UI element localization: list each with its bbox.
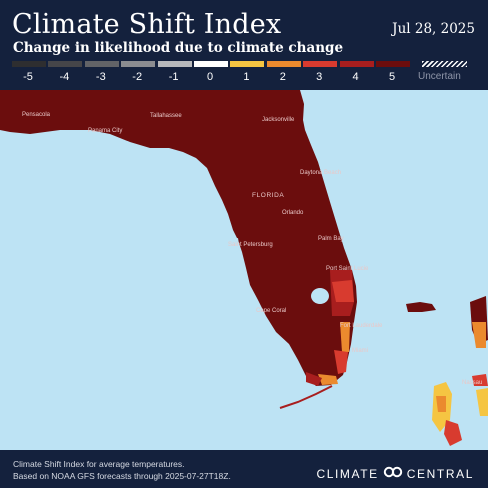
city-label: Miami bbox=[352, 348, 368, 354]
brand-name-right: CENTRAL bbox=[406, 466, 474, 481]
city-label: Cape Coral bbox=[256, 308, 286, 314]
legend-swatch bbox=[230, 61, 265, 67]
southeast-coast-band-2 bbox=[340, 322, 350, 352]
city-label: Palm Bay bbox=[318, 236, 344, 242]
brand-logo: CLIMATE CENTRAL bbox=[316, 466, 474, 481]
keys-tip-band bbox=[318, 374, 338, 385]
legend-label: 0 bbox=[206, 71, 214, 83]
legend-swatch bbox=[121, 61, 156, 67]
florida-keys bbox=[279, 385, 333, 409]
city-label: Pensacola bbox=[22, 112, 51, 118]
state-label: FLORIDA bbox=[252, 192, 284, 199]
brand-name-left: CLIMATE bbox=[316, 466, 379, 481]
southeast-coast-band-3 bbox=[332, 280, 354, 302]
header: Climate Shift Index Change in likelihood… bbox=[0, 0, 488, 90]
infinity-logo-icon bbox=[383, 466, 403, 481]
legend-swatch bbox=[266, 61, 301, 67]
uncertain-label: Uncertain bbox=[418, 71, 461, 82]
bahamas-andros-orange bbox=[436, 396, 446, 412]
grand-bahama bbox=[406, 302, 436, 312]
miami-coast-band bbox=[334, 350, 348, 374]
city-label: Nassau bbox=[462, 380, 482, 386]
legend-swatch bbox=[376, 61, 410, 67]
uncertain-swatch bbox=[422, 61, 467, 67]
legend-swatch bbox=[303, 61, 338, 67]
legend-label: 5 bbox=[388, 71, 396, 83]
tampa-bay bbox=[228, 238, 240, 254]
city-label: Port Saint Lucie bbox=[326, 266, 369, 272]
city-label: Panama City bbox=[88, 128, 122, 134]
legend-label: 1 bbox=[243, 71, 250, 83]
page-title: Climate Shift Index bbox=[12, 9, 282, 40]
color-legend: -5 -4 -3 -2 -1 0 1 2 3 4 5 bbox=[12, 61, 412, 85]
city-label: Tallahassee bbox=[150, 113, 182, 119]
bahamas-andros-red bbox=[444, 420, 462, 446]
legend-label: 2 bbox=[279, 71, 286, 83]
footnote-line-2: Based on NOAA GFS forecasts through 2025… bbox=[13, 471, 231, 481]
legend-swatch bbox=[157, 61, 192, 67]
legend-label: 4 bbox=[352, 71, 359, 83]
map-area: Pensacola Panama City Tallahassee Jackso… bbox=[0, 90, 488, 450]
city-label: Daytona Beach bbox=[300, 170, 341, 176]
legend-swatch bbox=[84, 61, 119, 67]
legend-swatch bbox=[12, 61, 46, 67]
city-label: Orlando bbox=[282, 210, 304, 216]
footer: Climate Shift Index for average temperat… bbox=[0, 450, 488, 488]
eleuthera bbox=[476, 388, 488, 416]
legend-label: -5 bbox=[23, 71, 33, 83]
nassau-island bbox=[472, 374, 488, 386]
legend-label: -1 bbox=[168, 71, 179, 83]
map-svg: Pensacola Panama City Tallahassee Jackso… bbox=[0, 90, 488, 446]
legend-label: -3 bbox=[95, 71, 106, 83]
southwest-tip-band bbox=[306, 372, 322, 386]
legend-swatch bbox=[48, 61, 83, 67]
legend-label: 3 bbox=[316, 71, 323, 83]
city-label: Fort Lauderdale bbox=[340, 323, 383, 329]
city-label: Jacksonville bbox=[262, 117, 295, 123]
footnote-line-1: Climate Shift Index for average temperat… bbox=[13, 459, 185, 469]
legend-swatch bbox=[194, 61, 228, 67]
legend-swatch bbox=[339, 61, 374, 67]
forecast-date: Jul 28, 2025 bbox=[392, 21, 475, 37]
lake-okeechobee bbox=[311, 288, 329, 304]
florida-landmass bbox=[0, 90, 357, 386]
city-label: Saint Petersburg bbox=[228, 242, 273, 248]
legend-label: -2 bbox=[132, 71, 143, 83]
legend-label: -4 bbox=[59, 71, 70, 83]
page-subtitle: Change in likelihood due to climate chan… bbox=[13, 40, 344, 56]
abaco-orange bbox=[472, 322, 486, 348]
